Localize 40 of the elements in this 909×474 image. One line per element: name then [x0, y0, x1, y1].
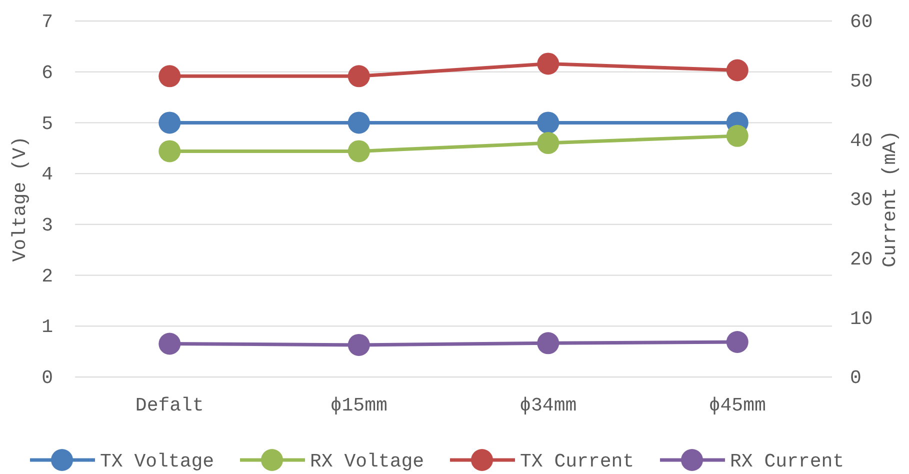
y2-tick-label: 60 [850, 11, 873, 34]
point [537, 132, 560, 154]
point [158, 65, 181, 88]
y-tick-label: 0 [42, 367, 53, 390]
y2-tick-label: 0 [850, 367, 862, 390]
y2-tick-label: 20 [850, 248, 873, 270]
y-tick-label: 3 [42, 214, 53, 237]
legend-label: TX Current [520, 450, 634, 473]
x-tick-label: ϕ15mm [330, 394, 388, 416]
point [537, 332, 560, 354]
y-axis-title: Voltage (V) [9, 136, 31, 262]
point [158, 140, 181, 162]
y-tick-label: 6 [42, 62, 53, 84]
point [726, 330, 748, 353]
y-tick-label: 7 [42, 11, 53, 34]
x-tick-label: ϕ34mm [520, 394, 577, 416]
point [158, 112, 181, 134]
x-tick-label: Defalt [135, 394, 204, 416]
y2-tick-label: 30 [850, 189, 873, 212]
y-tick-label: 1 [42, 316, 53, 338]
y-tick-label: 4 [42, 164, 53, 186]
y-tick-label: 5 [42, 112, 53, 135]
point [158, 332, 181, 355]
point [537, 52, 560, 75]
point [726, 124, 748, 147]
point [348, 140, 370, 162]
y-tick-label: 2 [42, 265, 53, 288]
y2-axis-title: Current (mA) [879, 130, 901, 268]
point [726, 59, 748, 82]
point [348, 112, 370, 134]
point [348, 334, 370, 356]
point [348, 65, 370, 88]
y2-tick-label: 40 [850, 130, 873, 152]
legend-label: TX Voltage [100, 450, 214, 473]
legend-label: RX Voltage [310, 450, 424, 473]
y2-tick-label: 10 [850, 308, 873, 330]
point [537, 112, 560, 134]
legend-label: RX Current [730, 450, 844, 473]
x-tick-label: ϕ45mm [708, 394, 766, 416]
y2-tick-label: 50 [850, 70, 873, 92]
